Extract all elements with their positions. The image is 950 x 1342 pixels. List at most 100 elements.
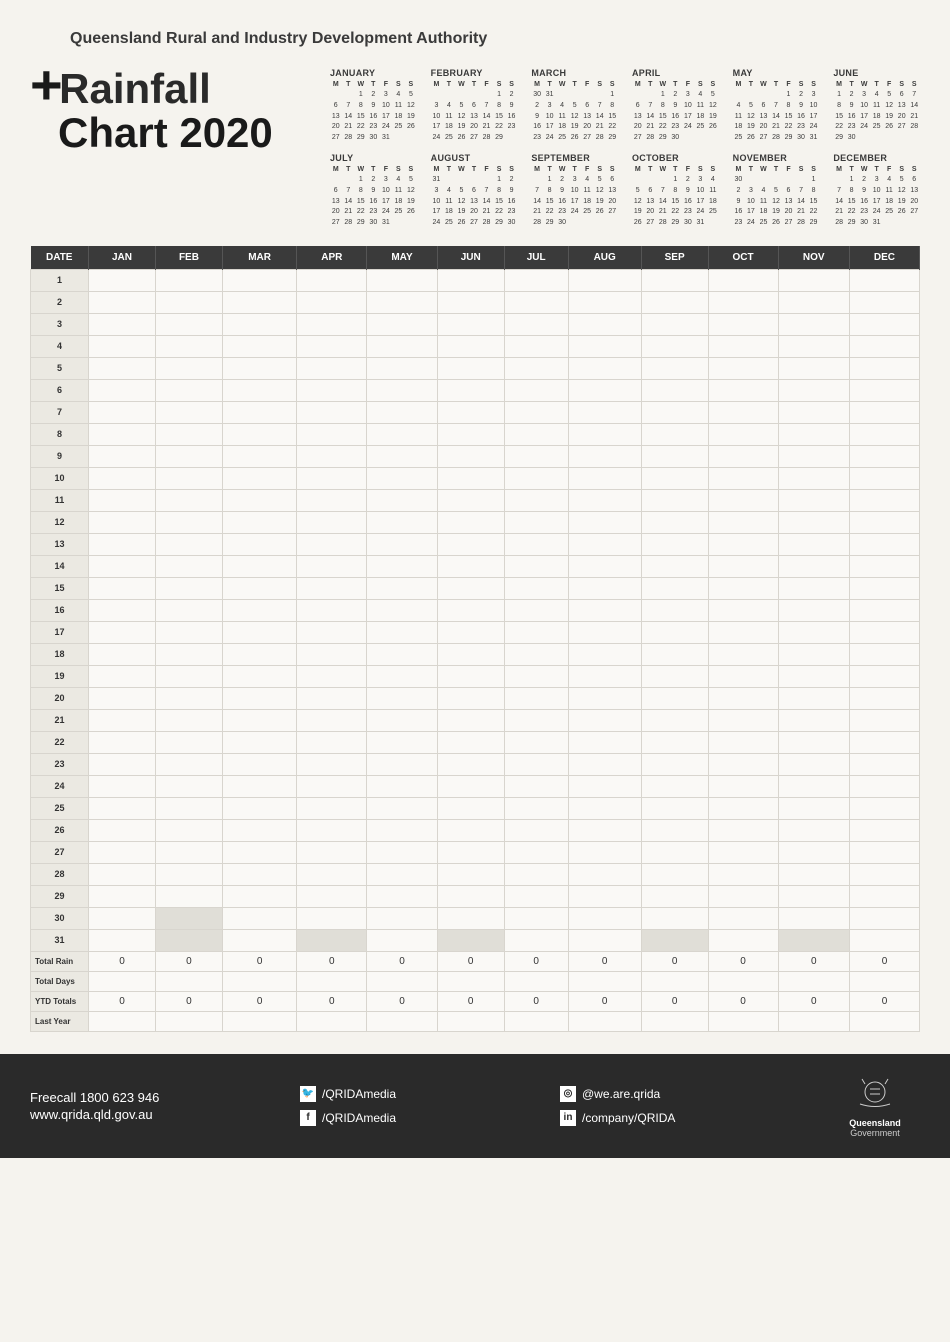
data-cell[interactable] [89,269,156,291]
data-cell[interactable] [222,511,296,533]
data-cell[interactable] [437,643,504,665]
data-cell[interactable] [849,269,919,291]
data-cell[interactable] [222,929,296,951]
data-cell[interactable] [297,665,367,687]
data-cell[interactable] [778,511,849,533]
data-cell[interactable] [641,665,708,687]
data-cell[interactable] [222,467,296,489]
data-cell[interactable] [155,445,222,467]
data-cell[interactable] [568,929,641,951]
data-cell[interactable] [367,555,437,577]
data-cell[interactable] [504,467,568,489]
data-cell[interactable] [155,819,222,841]
data-cell[interactable] [849,533,919,555]
data-cell[interactable] [222,313,296,335]
data-cell[interactable] [708,709,778,731]
data-cell[interactable] [568,599,641,621]
data-cell[interactable] [708,731,778,753]
data-cell[interactable] [89,401,156,423]
data-cell[interactable] [504,577,568,599]
data-cell[interactable] [367,907,437,929]
data-cell[interactable] [89,841,156,863]
data-cell[interactable] [222,291,296,313]
data-cell[interactable] [437,489,504,511]
data-cell[interactable] [437,709,504,731]
data-cell[interactable] [778,599,849,621]
data-cell[interactable] [297,709,367,731]
data-cell[interactable] [849,819,919,841]
data-cell[interactable] [641,335,708,357]
data-cell[interactable] [89,577,156,599]
data-cell[interactable] [155,599,222,621]
data-cell[interactable] [89,533,156,555]
data-cell[interactable] [849,313,919,335]
data-cell[interactable] [708,379,778,401]
data-cell[interactable] [155,335,222,357]
data-cell[interactable] [641,511,708,533]
data-cell[interactable] [641,379,708,401]
data-cell[interactable] [504,313,568,335]
data-cell[interactable] [778,775,849,797]
data-cell[interactable] [849,401,919,423]
data-cell[interactable] [504,819,568,841]
data-cell[interactable] [849,885,919,907]
data-cell[interactable] [89,819,156,841]
data-cell[interactable] [89,621,156,643]
data-cell[interactable] [367,511,437,533]
data-cell[interactable] [849,797,919,819]
data-cell[interactable] [89,863,156,885]
data-cell[interactable] [89,907,156,929]
data-cell[interactable] [222,863,296,885]
data-cell[interactable] [297,819,367,841]
data-cell[interactable] [437,445,504,467]
data-cell[interactable] [849,709,919,731]
data-cell[interactable] [641,621,708,643]
data-cell[interactable] [89,753,156,775]
data-cell[interactable] [222,687,296,709]
data-cell[interactable] [778,533,849,555]
data-cell[interactable] [437,841,504,863]
data-cell[interactable] [89,467,156,489]
data-cell[interactable] [367,687,437,709]
data-cell[interactable] [849,445,919,467]
data-cell[interactable] [297,357,367,379]
data-cell[interactable] [437,401,504,423]
data-cell[interactable] [155,709,222,731]
data-cell[interactable] [297,489,367,511]
data-cell[interactable] [504,489,568,511]
data-cell[interactable] [778,841,849,863]
data-cell[interactable] [155,753,222,775]
data-cell[interactable] [297,797,367,819]
data-cell[interactable] [849,841,919,863]
data-cell[interactable] [849,731,919,753]
data-cell[interactable] [708,511,778,533]
data-cell[interactable] [641,643,708,665]
data-cell[interactable] [641,599,708,621]
data-cell[interactable] [568,643,641,665]
data-cell[interactable] [568,555,641,577]
data-cell[interactable] [155,907,222,929]
data-cell[interactable] [89,291,156,313]
data-cell[interactable] [437,423,504,445]
data-cell[interactable] [708,753,778,775]
data-cell[interactable] [297,731,367,753]
data-cell[interactable] [437,687,504,709]
data-cell[interactable] [708,357,778,379]
data-cell[interactable] [222,489,296,511]
data-cell[interactable] [297,577,367,599]
data-cell[interactable] [504,445,568,467]
data-cell[interactable] [437,863,504,885]
data-cell[interactable] [849,357,919,379]
data-cell[interactable] [437,775,504,797]
data-cell[interactable] [89,555,156,577]
data-cell[interactable] [708,599,778,621]
data-cell[interactable] [568,863,641,885]
data-cell[interactable] [568,445,641,467]
social-instagram[interactable]: ◎@we.are.qrida [560,1086,800,1102]
data-cell[interactable] [568,291,641,313]
data-cell[interactable] [504,423,568,445]
data-cell[interactable] [641,269,708,291]
data-cell[interactable] [641,885,708,907]
data-cell[interactable] [849,775,919,797]
data-cell[interactable] [367,335,437,357]
